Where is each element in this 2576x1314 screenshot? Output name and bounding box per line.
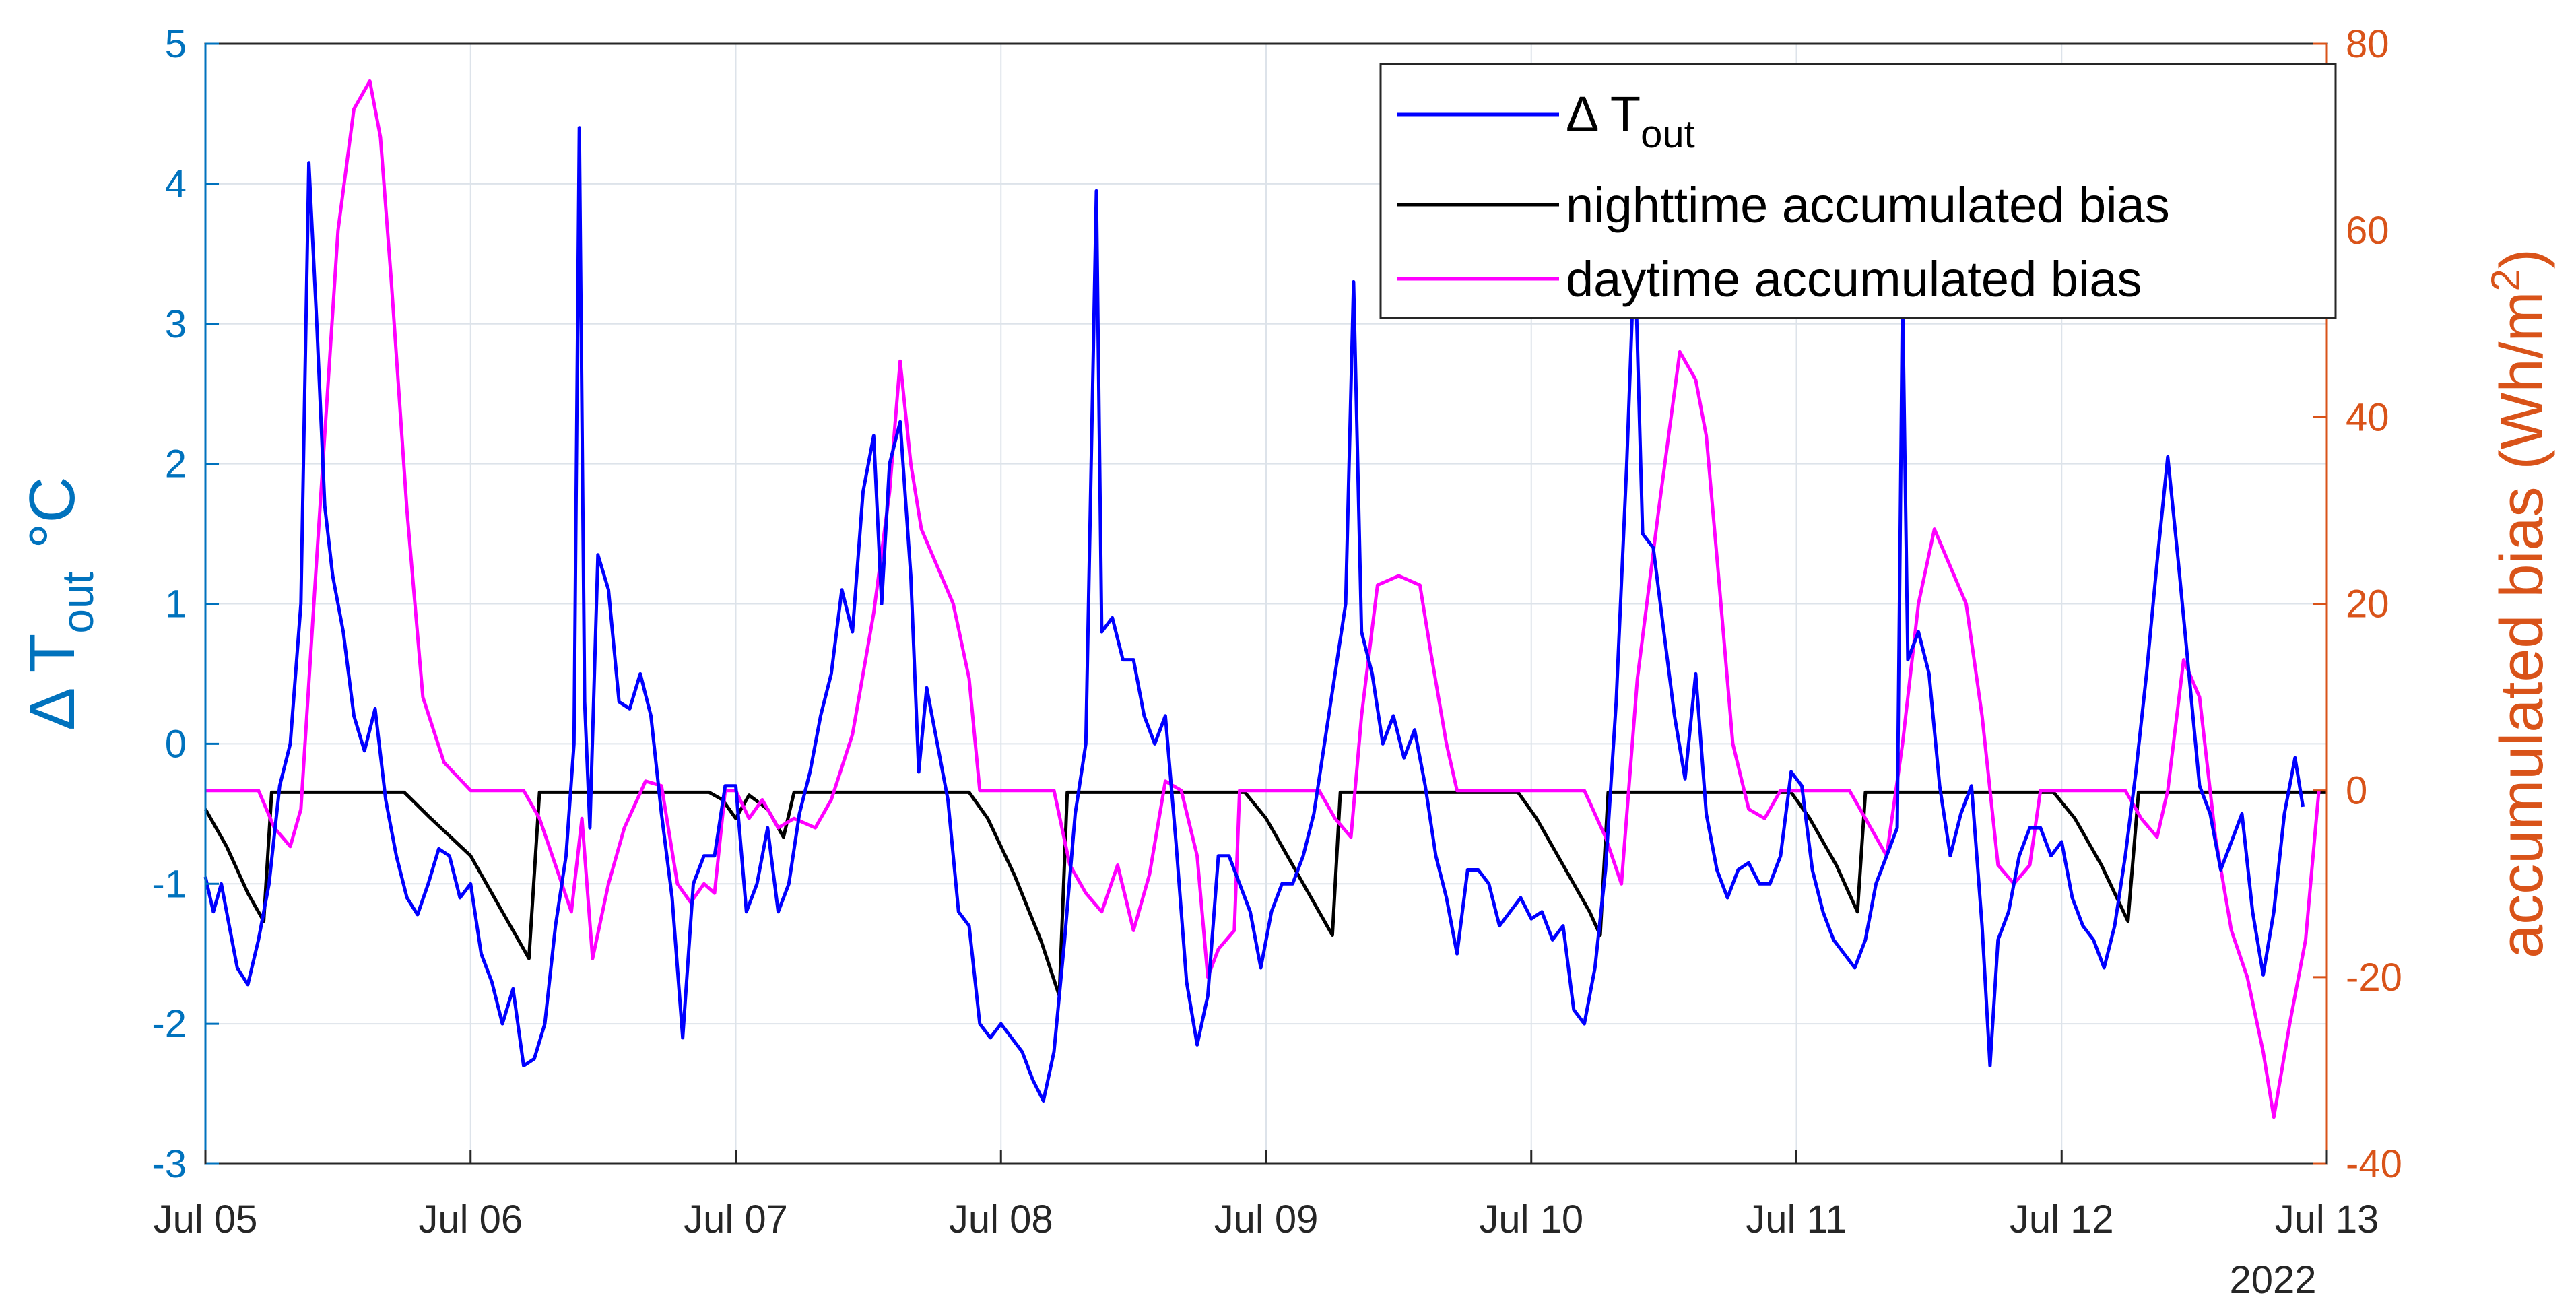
legend-label-nighttime: nighttime accumulated bias [1566,177,2170,233]
series-lines [203,79,2327,1119]
left-tick-label: -3 [152,1142,187,1186]
right-tick-label: 60 [2346,209,2389,253]
legend-label-delta-t: Δ Tout [1566,86,1695,156]
left-axis-ticks: -3 -2 -1 0 1 2 3 4 5 [152,22,219,1186]
x-axis-year-label: 2022 [2229,1258,2316,1302]
left-tick-label: 2 [165,442,187,486]
right-axis-label-main: accumulated bias (Wh/m [2488,292,2556,958]
x-tick-label: Jul 09 [1214,1197,1319,1241]
x-tick-label: Jul 08 [949,1197,1053,1241]
right-axis-label: accumulated bias (Wh/m2) [2483,249,2556,958]
left-tick-label: -1 [152,862,187,906]
right-axis-label-sup: 2 [2483,269,2528,291]
legend-label-daytime: daytime accumulated bias [1566,251,2142,307]
right-axis-label-close: ) [2488,249,2556,269]
x-tick-label: Jul 06 [418,1197,523,1241]
right-tick-label: 20 [2346,583,2389,626]
x-tick-label: Jul 05 [154,1197,258,1241]
series-line-nighttime [203,790,2327,997]
left-axis-label-sub: out [53,572,102,634]
right-tick-label: -40 [2346,1142,2402,1186]
left-tick-label: 1 [165,583,187,626]
x-axis-ticks: Jul 05 Jul 06 Jul 07 Jul 08 Jul 09 Jul 10 Jul … [154,1150,2379,1241]
left-axis-label: Δ Tout °C [16,476,102,731]
left-axis-label-main: Δ T [16,634,88,731]
right-tick-label: 0 [2346,769,2367,813]
left-tick-label: 3 [165,302,187,346]
x-tick-label: Jul 10 [1479,1197,1583,1241]
x-tick-label: Jul 12 [2010,1197,2114,1241]
x-tick-label: Jul 11 [1746,1197,1847,1241]
right-tick-label: -20 [2346,956,2402,999]
x-tick-label: Jul 13 [2275,1197,2379,1241]
left-tick-label: -2 [152,1002,187,1046]
legend-label-delta-t-main: Δ T [1566,86,1641,142]
x-tick-label: Jul 07 [684,1197,788,1241]
series-line-delta-t [203,126,2305,1103]
right-tick-label: 40 [2346,395,2389,439]
left-tick-label: 4 [165,162,187,206]
series-line-daytime [205,79,2321,1119]
legend: Δ Tout nighttime accumulated bias daytim… [1379,63,2337,319]
left-tick-label: 5 [165,22,187,66]
right-tick-label: 80 [2346,22,2389,66]
left-axis-label-unit: °C [16,476,88,549]
grid-lines [205,44,2327,1164]
legend-box [1379,63,2337,319]
left-tick-label: 0 [165,722,187,766]
legend-label-delta-t-sub: out [1641,112,1695,156]
